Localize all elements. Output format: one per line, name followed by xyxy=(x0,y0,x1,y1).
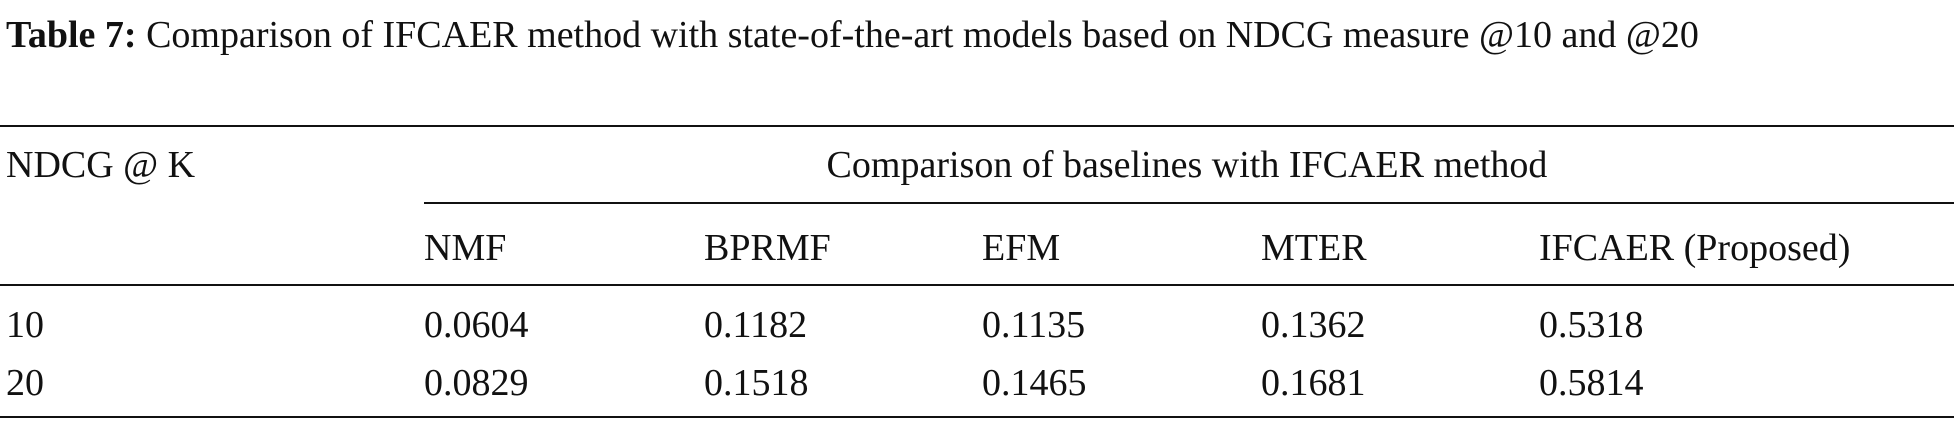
table-cell: 0.1681 xyxy=(1261,362,1366,404)
header-rule xyxy=(0,284,1954,286)
column-header: EFM xyxy=(982,227,1061,269)
group-header: Comparison of baselines with IFCAER meth… xyxy=(826,144,1548,186)
table-cell: 0.1362 xyxy=(1261,304,1366,346)
column-header: MTER xyxy=(1261,227,1367,269)
table-cell: 0.5814 xyxy=(1539,362,1644,404)
table-cell: 20 xyxy=(6,362,44,404)
table-cell: 0.5318 xyxy=(1539,304,1644,346)
table-cell: 0.0604 xyxy=(424,304,529,346)
group-rule xyxy=(424,202,1954,204)
table-cell: 0.1518 xyxy=(704,362,809,404)
caption: Table 7: Comparison of IFCAER method wit… xyxy=(6,14,1946,56)
table-cell: 0.1465 xyxy=(982,362,1087,404)
column-header: NMF xyxy=(424,227,507,269)
table-cell: 0.1135 xyxy=(982,304,1086,346)
row-header: NDCG @ K xyxy=(6,144,196,186)
column-header: BPRMF xyxy=(704,227,831,269)
bottom-rule xyxy=(0,416,1954,418)
table-cell: 10 xyxy=(6,304,44,346)
caption-label: Table 7: xyxy=(6,14,137,56)
column-header: IFCAER (Proposed) xyxy=(1539,227,1851,269)
top-rule xyxy=(0,125,1954,127)
table-cell: 0.1182 xyxy=(704,304,808,346)
table-cell: 0.0829 xyxy=(424,362,529,404)
caption-text: Comparison of IFCAER method with state-o… xyxy=(146,14,1699,56)
